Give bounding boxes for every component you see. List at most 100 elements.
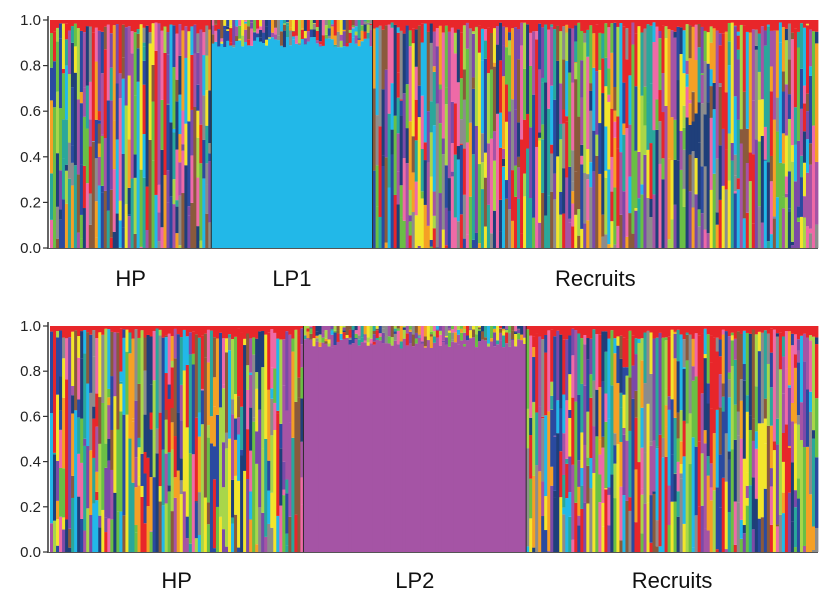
bar-segment: [276, 413, 280, 516]
bar-segment: [745, 472, 750, 486]
bar-segment: [736, 20, 741, 32]
bar-segment: [151, 23, 155, 65]
bar-segment: [742, 218, 747, 248]
bar-segment: [748, 429, 753, 486]
bar-segment: [568, 72, 572, 167]
bar-segment: [215, 414, 220, 507]
bar-segment: [736, 178, 741, 190]
bar-segment: [805, 93, 810, 112]
bar-segment: [622, 326, 626, 338]
bar-segment: [202, 32, 206, 56]
bar-segment: [199, 240, 203, 248]
bar-segment: [393, 20, 398, 25]
bar-segment: [128, 326, 132, 333]
bar-segment: [270, 398, 274, 436]
bar-segment: [811, 212, 816, 248]
bar-segment: [151, 64, 155, 102]
bar-segment: [206, 502, 211, 525]
bar-segment: [82, 20, 87, 33]
bar-segment: [161, 326, 166, 338]
bar-segment: [166, 20, 170, 33]
bar-segment: [354, 35, 359, 44]
bar-segment: [772, 218, 777, 248]
bar-segment: [625, 339, 629, 368]
bar-segment: [381, 89, 385, 156]
bar-segment: [634, 86, 638, 151]
bar-segment: [637, 151, 641, 199]
bar-segment: [426, 340, 431, 552]
bar-segment: [58, 23, 63, 39]
bar-segment: [140, 326, 144, 331]
bar-segment: [113, 396, 117, 493]
bar-segment: [178, 195, 182, 246]
bar-segment: [700, 166, 705, 214]
bar-segment: [682, 73, 686, 106]
bar-segment: [256, 33, 260, 38]
bar-segment: [799, 155, 804, 178]
bar-segment: [95, 426, 99, 472]
bar-segment: [426, 31, 431, 112]
bar-segment: [495, 113, 500, 248]
bar-segment: [393, 194, 398, 248]
bar-segment: [197, 535, 202, 552]
bar-segment: [267, 523, 271, 552]
bar-segment: [420, 343, 425, 552]
bar-segment: [97, 20, 102, 31]
bar-segment: [253, 40, 257, 248]
bar-segment: [550, 329, 554, 382]
bar-segment: [631, 398, 635, 552]
bar-segment: [664, 456, 668, 552]
bar-segment: [107, 329, 111, 389]
bar-segment: [237, 328, 241, 397]
bar-segment: [607, 27, 611, 69]
bar-segment: [733, 96, 738, 155]
bar-segment: [814, 20, 819, 32]
bar-segment: [59, 376, 63, 411]
bar-segment: [92, 457, 96, 504]
bar-segment: [94, 237, 99, 248]
bar-segment: [77, 496, 81, 552]
bar-segment: [450, 101, 455, 144]
bar-segment: [221, 388, 226, 443]
bar-segment: [208, 222, 212, 248]
bar-segment: [133, 20, 138, 33]
bar-segment: [115, 83, 120, 140]
bar-segment: [125, 329, 129, 352]
bar-segment: [414, 181, 419, 216]
bar-segment: [324, 326, 328, 331]
bar-segment: [384, 157, 389, 243]
bar-segment: [562, 445, 566, 475]
bar-segment: [715, 224, 720, 248]
bar-segment: [100, 135, 105, 186]
bar-segment: [235, 20, 239, 27]
bar-segment: [610, 52, 614, 109]
bar-segment: [459, 328, 464, 333]
bar-segment: [793, 326, 798, 335]
bar-segment: [538, 137, 542, 141]
bar-segment: [288, 20, 293, 28]
bar-segment: [184, 26, 188, 58]
bar-segment: [169, 122, 173, 197]
bar-segment: [453, 326, 458, 333]
bar-segment: [402, 338, 407, 552]
bar-segment: [679, 169, 683, 248]
bar-segment: [628, 330, 632, 378]
bar-segment: [583, 502, 587, 552]
bar-segment: [480, 60, 485, 134]
bar-segment: [670, 329, 674, 400]
bar-segment: [101, 509, 105, 552]
bar-segment: [664, 105, 668, 248]
bar-segment: [700, 505, 705, 552]
bar-segment: [739, 400, 744, 439]
bar-segment: [330, 26, 335, 40]
bar-segment: [778, 514, 783, 552]
bar-segment: [453, 342, 458, 552]
bar-segment: [333, 344, 337, 552]
bar-segment: [194, 538, 199, 552]
bar-segment: [98, 397, 102, 444]
bar-segment: [444, 207, 449, 246]
bar-segment: [607, 169, 611, 245]
bar-segment: [137, 485, 141, 552]
bar-segment: [745, 395, 750, 412]
bar-segment: [94, 201, 99, 238]
